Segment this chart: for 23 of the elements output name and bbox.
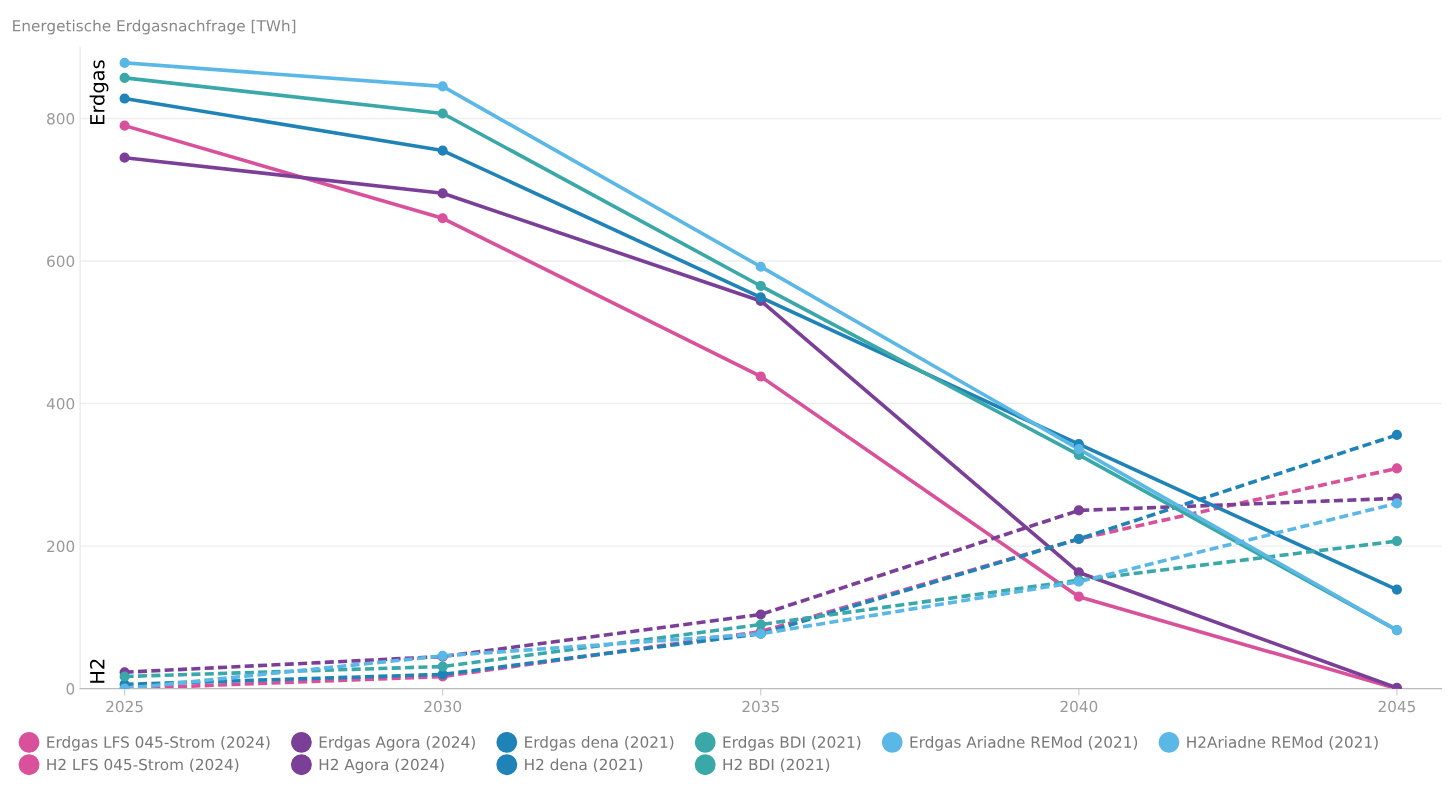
y-tick-label: 400 xyxy=(46,398,75,410)
y-tick-label: 800 xyxy=(47,112,75,125)
legend-label: Erdgas Ariadne REMod (2021) xyxy=(910,736,1138,751)
x-tick-label: 2025 xyxy=(106,700,143,713)
x-tick-label: 2030 xyxy=(424,700,462,713)
y-tick-label: 600 xyxy=(47,255,75,268)
y-tick-label: 0 xyxy=(66,683,75,695)
x-tick-label: 2045 xyxy=(1378,700,1416,713)
annotation: Erdgas xyxy=(89,60,109,125)
legend-label: Erdgas LFS 045-Strom (2024) xyxy=(47,736,270,751)
x-tick-label: 2040 xyxy=(1060,700,1098,713)
annotation: H2 xyxy=(89,659,105,683)
legend-label: H2 BDI (2021) xyxy=(723,758,830,773)
chart-title: Energetische Erdgasnachfrage [TWh] xyxy=(13,19,296,35)
x-tick-label: 2035 xyxy=(742,700,779,713)
y-tick-label: 200 xyxy=(47,540,75,553)
legend-label: Erdgas Agora (2024) xyxy=(319,736,475,751)
legend-label: H2 LFS 045-Strom (2024) xyxy=(47,758,239,773)
legend-label: H2Ariadne REMod (2021) xyxy=(1187,736,1378,750)
legend-label: H2 Agora (2024) xyxy=(319,758,444,774)
legend-label: Erdgas BDI (2021) xyxy=(723,736,861,751)
legend-label: H2 dena (2021) xyxy=(525,758,643,773)
legend-label: Erdgas dena (2021) xyxy=(525,736,674,751)
